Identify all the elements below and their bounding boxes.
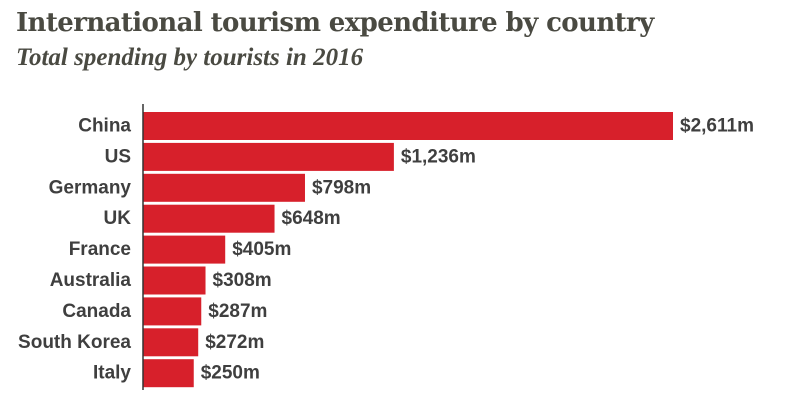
bar-canada (143, 297, 202, 326)
category-label: Australia (50, 270, 132, 291)
bar-italy (143, 359, 194, 388)
value-label: $1,236m (401, 146, 476, 167)
category-label: Germany (49, 177, 132, 198)
value-label: $287m (208, 301, 267, 322)
value-label: $272m (205, 332, 264, 353)
value-label: $648m (282, 208, 341, 229)
category-label: Canada (62, 301, 131, 322)
category-label: UK (104, 208, 132, 229)
chart-title: International tourism expenditure by cou… (16, 8, 654, 38)
labels-group: China $2,611m US $1,236m Germany $798m UK $648m… (18, 116, 754, 384)
value-label: $2,611m (680, 116, 754, 137)
value-label: $405m (232, 239, 291, 260)
category-label: China (78, 116, 131, 137)
chart-subtitle: Total spending by tourists in 2016 (16, 44, 364, 71)
bar-south-korea (143, 328, 199, 357)
category-label: US (105, 146, 131, 167)
category-label: France (69, 239, 131, 260)
bar-china (143, 112, 673, 140)
category-label: South Korea (18, 332, 131, 353)
bar-uk (143, 204, 275, 233)
value-label: $798m (312, 177, 371, 198)
category-label: Italy (93, 363, 131, 384)
bar-france (143, 235, 226, 264)
value-label: $308m (213, 270, 272, 291)
bar-germany (143, 173, 305, 202)
bar-us (143, 142, 394, 171)
bar-australia (143, 266, 206, 295)
bars-group (143, 112, 673, 388)
value-label: $250m (201, 363, 260, 384)
